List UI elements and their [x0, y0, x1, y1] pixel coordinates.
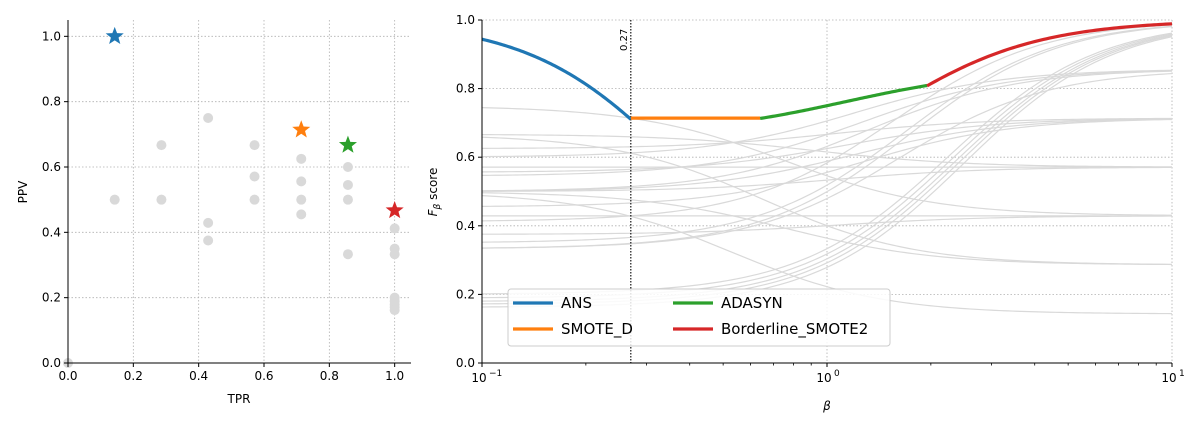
f-beta-curves-panel: 0.27 0.00.20.40.60.81.010 −1 10 0 10 1 β Fβ s… — [426, 13, 1185, 413]
legend-label: Borderline_SMOTE2 — [721, 320, 868, 339]
legend-box — [507, 288, 891, 347]
right-y-tick-label: 0.4 — [456, 219, 475, 233]
right-x-tick-label: 10 — [1161, 371, 1176, 385]
background-fbeta-curve — [481, 166, 1173, 192]
left-x-tick-label: 0.2 — [124, 369, 143, 383]
background-fbeta-curve — [481, 24, 1173, 222]
right-ticks: 0.00.20.40.60.81.010 −1 10 0 10 1 — [456, 13, 1185, 385]
left-ticks: 0.0 0.2 0.4 0.6 0.8 1.0 0.0 0.2 0.4 0.6 0.8 1.0 — [42, 29, 404, 383]
left-x-tick-label: 1.0 — [385, 369, 404, 383]
highlight-star — [292, 120, 311, 138]
scatter-point — [342, 179, 353, 190]
left-x-tick-label: 0.6 — [254, 369, 273, 383]
threshold-label: 0.27 — [619, 29, 630, 51]
right-y-tick-label: 0.8 — [456, 82, 475, 96]
background-fbeta-curve — [481, 195, 1173, 315]
right-y-axis-label: Fβ score — [426, 168, 443, 217]
left-x-axis-label: TPR — [227, 392, 251, 406]
legend: ANS SMOTE_D ADASYN Borderline_SMOTE2 — [507, 288, 891, 347]
background-fbeta-curve — [481, 118, 1173, 207]
background-fbeta-curve — [481, 118, 1173, 173]
right-x-axis-label: β — [822, 399, 831, 413]
scatter-point — [249, 140, 260, 151]
scatter-point — [342, 249, 353, 260]
scatter-point — [203, 217, 214, 228]
right-y-tick-label: 1.0 — [456, 13, 475, 27]
series-line — [759, 83, 928, 121]
left-y-tick-label: 0.6 — [42, 160, 61, 174]
scatter-point — [249, 194, 260, 205]
left-x-tick-label: 0.4 — [189, 369, 208, 383]
scatter-point — [342, 194, 353, 205]
tpr-ppv-scatter-panel: 0.0 0.2 0.4 0.6 0.8 1.0 0.0 0.2 0.4 0.6 0.8 1.0 TPR… — [16, 20, 411, 406]
right-y-tick-label: 0.6 — [456, 150, 475, 164]
left-y-tick-label: 0.2 — [42, 291, 61, 305]
background-fbeta-curve — [481, 107, 1173, 216]
scatter-point — [296, 209, 307, 220]
background-fbeta-curve — [482, 215, 1173, 235]
legend-label: ANS — [561, 294, 592, 312]
right-x-tick-label: 10 — [471, 371, 486, 385]
scatter-point — [156, 140, 167, 151]
highlight-star — [385, 200, 404, 219]
background-fbeta-curve — [481, 134, 1173, 168]
scatter-point — [296, 194, 307, 205]
scatter-point — [109, 194, 120, 205]
legend-label: SMOTE_D — [561, 320, 633, 339]
scatter-point — [296, 176, 307, 187]
right-y-tick-label: 0.0 — [456, 356, 475, 370]
scatter-point — [203, 113, 214, 123]
series-line — [481, 37, 632, 121]
scatter-point — [389, 223, 400, 234]
scatter-point — [296, 153, 307, 164]
left-y-tick-label: 0.4 — [42, 225, 61, 239]
right-x-tick-exponent: −1 — [489, 369, 502, 379]
scatter-point — [156, 194, 167, 205]
left-grid — [67, 20, 411, 364]
series-line — [926, 22, 1173, 88]
scatter-point — [203, 235, 214, 246]
left-points — [63, 26, 404, 368]
scatter-point — [389, 249, 400, 260]
right-x-tick-exponent: 1 — [1179, 369, 1185, 379]
left-y-tick-label: 0.8 — [42, 95, 61, 109]
left-axes — [67, 20, 411, 364]
left-y-tick-label: 1.0 — [42, 29, 61, 43]
right-y-tick-label: 0.2 — [456, 287, 475, 301]
background-fbeta-curve — [481, 26, 1173, 249]
scatter-point — [249, 171, 260, 182]
background-fbeta-curve — [481, 25, 1173, 243]
right-highlight-series — [481, 22, 1173, 121]
left-y-axis-label: PPV — [16, 180, 30, 203]
left-x-tick-label: 0.8 — [320, 369, 339, 383]
highlight-star — [105, 26, 124, 45]
right-x-tick-label: 10 — [816, 371, 831, 385]
highlight-star — [338, 135, 357, 153]
background-fbeta-curve — [481, 192, 1173, 266]
scatter-point — [342, 162, 353, 172]
right-background-curves — [481, 24, 1173, 315]
left-y-tick-label: 0.0 — [42, 356, 61, 370]
scatter-point — [389, 305, 400, 316]
background-fbeta-curve — [481, 118, 1173, 192]
left-x-tick-label: 0.0 — [58, 369, 77, 383]
legend-label: ADASYN — [721, 294, 783, 312]
background-fbeta-curve — [481, 70, 1173, 176]
right-x-tick-exponent: 0 — [834, 369, 840, 379]
